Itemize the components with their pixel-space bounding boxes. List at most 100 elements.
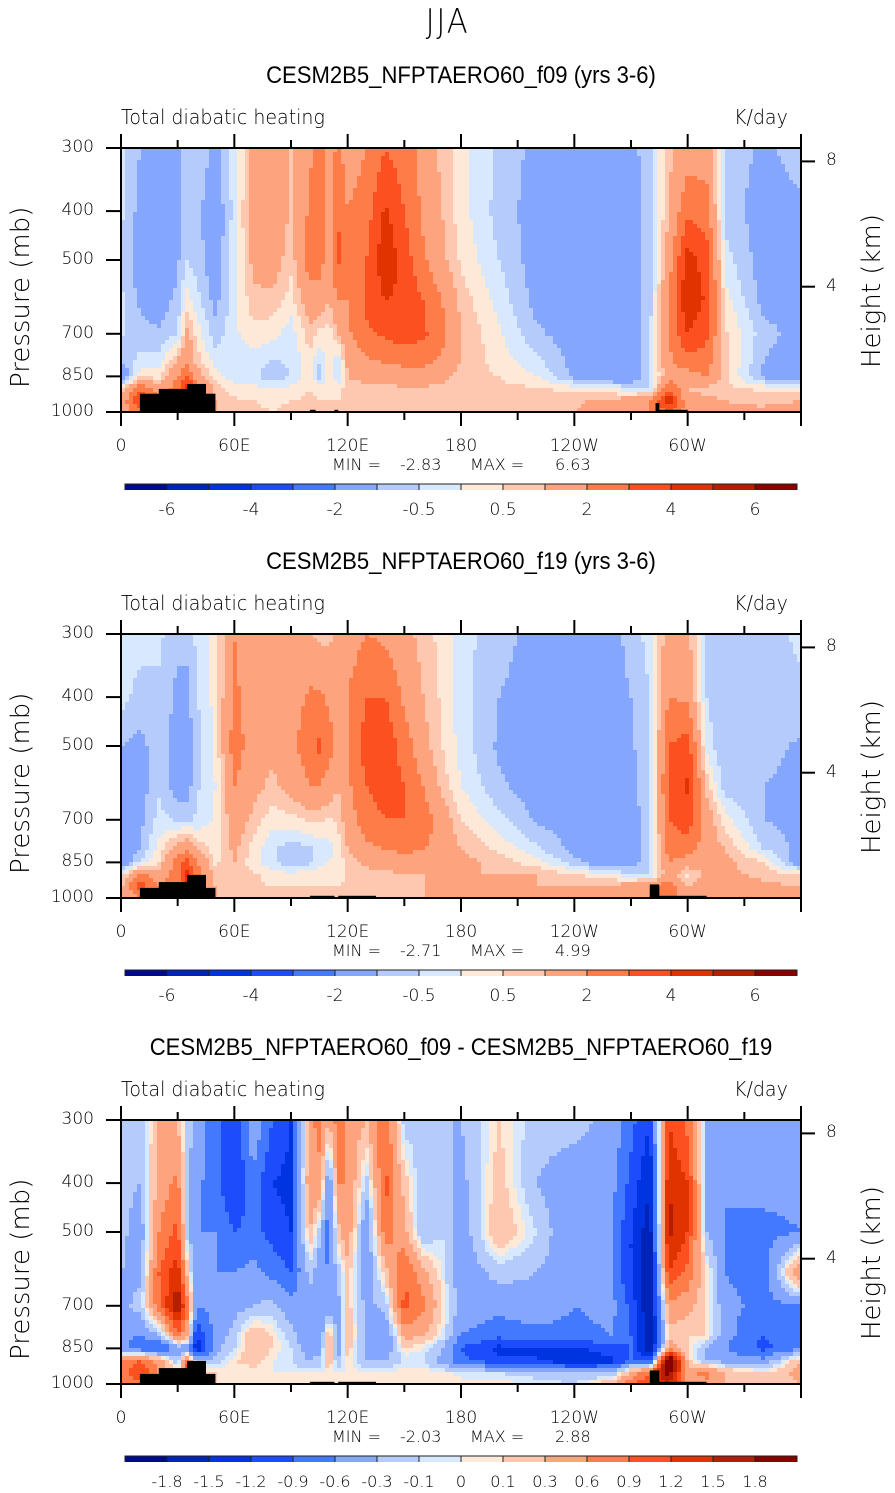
contour-cell — [481, 1140, 490, 1145]
contour-cell — [669, 758, 694, 763]
contour-cell — [229, 152, 238, 157]
contour-cell — [461, 360, 486, 365]
contour-cell — [685, 1128, 694, 1133]
contour-cell — [377, 272, 398, 277]
contour-cell — [189, 296, 202, 301]
contour-cell — [313, 356, 326, 361]
contour-cell — [665, 272, 670, 277]
contour-cell — [649, 674, 654, 679]
contour-cell — [289, 1132, 294, 1137]
contour-cell — [285, 870, 298, 875]
contour-cell — [461, 818, 486, 823]
contour-cell — [157, 1136, 182, 1141]
contour-cell — [293, 1128, 298, 1133]
contour-cell — [649, 698, 654, 703]
contour-cell — [469, 208, 490, 213]
contour-cell — [329, 802, 342, 807]
contour-cell — [121, 858, 134, 863]
colorbar-box — [628, 969, 672, 976]
contour-cell — [133, 252, 182, 257]
contour-cell — [185, 288, 190, 293]
contour-cell — [493, 152, 526, 157]
contour-cell — [281, 328, 294, 333]
contour-cell — [665, 826, 678, 831]
contour-cell — [653, 392, 658, 397]
contour-cell — [225, 212, 234, 217]
contour-cell — [505, 276, 526, 281]
contour-cell — [657, 770, 666, 775]
contour-cell — [229, 834, 242, 839]
contour-cell — [453, 148, 470, 153]
contour-cell — [121, 196, 126, 201]
contour-cell — [649, 770, 654, 775]
contour-cell — [497, 1124, 502, 1129]
contour-cell — [469, 180, 494, 185]
contour-cell — [665, 392, 674, 397]
contour-cell — [141, 368, 166, 373]
contour-cell — [349, 730, 362, 735]
contour-cell — [225, 758, 234, 763]
contour-cell — [693, 806, 702, 811]
contour-cell — [717, 148, 722, 153]
contour-cell — [397, 1136, 402, 1141]
contour-cell — [681, 408, 801, 412]
contour-cell — [177, 332, 182, 337]
contour-cell — [369, 224, 382, 229]
contour-cell — [493, 802, 526, 807]
contour-cell — [497, 722, 634, 727]
contour-cell — [489, 794, 518, 799]
contour-cell — [417, 156, 438, 161]
contour-cell — [461, 312, 478, 317]
contour-cell — [181, 196, 206, 201]
contour-cell — [417, 770, 438, 775]
contour-cell — [161, 360, 170, 365]
contour-cell — [341, 368, 346, 373]
contour-cell — [381, 846, 426, 851]
contour-cell — [261, 846, 278, 851]
contour-cell — [149, 774, 170, 779]
max-value: 4.99 — [555, 941, 591, 960]
contour-cell — [669, 746, 690, 751]
contour-cell — [349, 734, 362, 739]
contour-cell — [669, 316, 678, 321]
contour-cell — [713, 778, 722, 783]
contour-cell — [313, 368, 318, 373]
contour-cell — [309, 686, 314, 691]
contour-cell — [713, 200, 718, 205]
contour-cell — [465, 790, 486, 795]
contour-cell — [649, 356, 654, 361]
contour-cell — [121, 284, 134, 289]
contour-cell — [277, 782, 310, 787]
contour-cell — [513, 790, 638, 795]
contour-cell — [269, 774, 278, 779]
contour-cell — [213, 854, 222, 859]
contour-cell — [741, 348, 754, 353]
contour-cell — [541, 858, 562, 863]
colorbar-box — [292, 969, 336, 976]
contour-cell — [337, 332, 354, 337]
contour-cell — [201, 332, 210, 337]
contour-cell — [641, 212, 654, 217]
contour-cell — [453, 722, 474, 727]
contour-cell — [425, 256, 446, 261]
contour-cell — [165, 810, 198, 815]
contour-cell — [645, 658, 654, 663]
contour-cell — [661, 372, 666, 377]
contour-cell — [485, 818, 510, 823]
contour-cell — [641, 204, 654, 209]
contour-cell — [653, 168, 658, 173]
contour-cell — [497, 244, 522, 249]
contour-cell — [553, 854, 574, 859]
contour-cell — [249, 300, 282, 305]
contour-cell — [397, 670, 422, 675]
contour-cell — [165, 340, 178, 345]
contour-cell — [653, 794, 658, 799]
contour-cell — [149, 1124, 154, 1129]
contour-cell — [673, 240, 682, 245]
contour-cell — [425, 798, 446, 803]
contour-cell — [753, 160, 782, 165]
contour-cell — [713, 738, 798, 743]
contour-cell — [657, 384, 666, 389]
contour-cell — [665, 260, 674, 265]
contour-cell — [169, 758, 194, 763]
